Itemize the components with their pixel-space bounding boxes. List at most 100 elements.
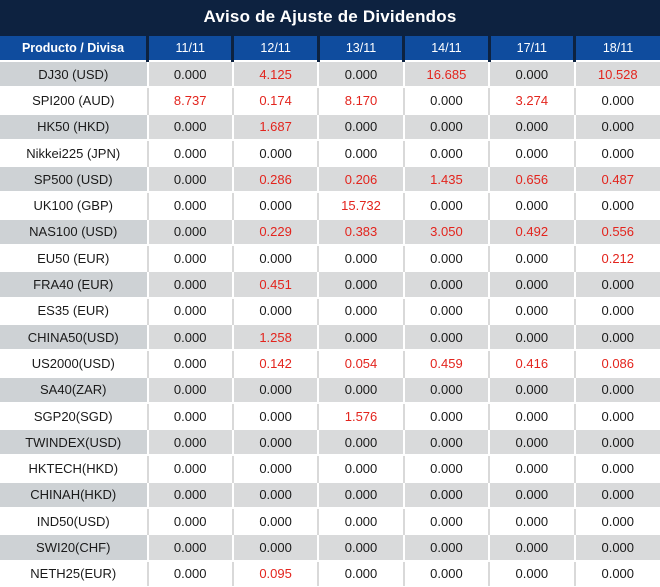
table-row: SGP20(SGD) 0.000 0.000 1.576 0.000 0.000 0.000	[0, 401, 660, 430]
value-cell: 0.000	[573, 112, 660, 140]
table-row: CHINA50(USD) 0.000 1.258 0.000 0.000 0.000 0.0…	[0, 322, 660, 351]
product-cell: SP500 (USD)	[0, 165, 148, 193]
value-cell: 0.000	[402, 454, 490, 482]
table-row: Nikkei225 (JPN) 0.000 0.000 0.000 0.000 0.000…	[0, 138, 660, 167]
value-cell: 0.000	[317, 533, 404, 561]
value-cell: 0.000	[146, 217, 233, 246]
value-cell: 8.170	[317, 86, 404, 114]
table-row: TWINDEX(USD) 0.000 0.000 0.000 0.000 0.000 0.0…	[0, 428, 660, 456]
value-cell: 0.000	[146, 322, 233, 351]
value-cell: 0.086	[573, 349, 660, 377]
value-cell: 0.000	[146, 480, 233, 509]
product-cell: FRA40 (EUR)	[0, 270, 148, 298]
value-cell: 0.000	[573, 375, 660, 403]
value-cell: 0.000	[488, 533, 575, 561]
value-cell: 0.000	[231, 138, 319, 167]
value-cell: 0.000	[488, 191, 575, 219]
value-cell: 0.000	[146, 375, 233, 403]
value-cell: 0.000	[231, 244, 319, 272]
product-cell: ES35 (EUR)	[0, 296, 148, 324]
value-cell: 0.000	[146, 165, 233, 193]
product-cell: TWINDEX(USD)	[0, 428, 148, 456]
value-cell: 0.000	[573, 533, 660, 561]
column-header-date-3: 13/11	[316, 34, 404, 62]
value-cell: 0.000	[402, 86, 490, 114]
value-cell: 0.000	[231, 454, 319, 482]
value-cell: 0.000	[146, 507, 233, 535]
product-cell: SA40(ZAR)	[0, 375, 148, 403]
value-cell: 0.000	[488, 507, 575, 535]
value-cell: 0.000	[488, 112, 575, 140]
value-cell: 0.000	[573, 86, 660, 114]
value-cell: 0.487	[573, 165, 660, 193]
value-cell: 0.000	[231, 191, 319, 219]
value-cell: 0.000	[573, 322, 660, 351]
product-cell: SWI20(CHF)	[0, 533, 148, 561]
table-row: US2000(USD) 0.000 0.142 0.054 0.459 0.416 0.08…	[0, 349, 660, 377]
value-cell: 0.000	[488, 59, 575, 88]
product-cell: SPI200 (AUD)	[0, 86, 148, 114]
page-title: Aviso de Ajuste de Dividendos	[0, 0, 660, 34]
table-row: NETH25(EUR) 0.000 0.095 0.000 0.000 0.000 0.00…	[0, 559, 660, 586]
table-row: DJ30 (USD) 0.000 4.125 0.000 16.685 0.000 10.5…	[0, 59, 660, 88]
value-cell: 0.000	[402, 296, 490, 324]
value-cell: 0.000	[231, 401, 319, 430]
value-cell: 0.000	[488, 375, 575, 403]
value-cell: 0.000	[146, 454, 233, 482]
table-row: HKTECH(HKD) 0.000 0.000 0.000 0.000 0.000 0.00…	[0, 454, 660, 482]
product-cell: US2000(USD)	[0, 349, 148, 377]
value-cell: 1.258	[231, 322, 319, 351]
value-cell: 0.000	[146, 349, 233, 377]
value-cell: 0.000	[146, 112, 233, 140]
value-cell: 0.000	[488, 401, 575, 430]
column-header-date-1: 11/11	[145, 34, 233, 62]
value-cell: 0.000	[231, 533, 319, 561]
product-cell: CHINA50(USD)	[0, 322, 148, 351]
value-cell: 0.212	[573, 244, 660, 272]
value-cell: 10.528	[573, 59, 660, 88]
value-cell: 0.229	[231, 217, 319, 246]
value-cell: 1.687	[231, 112, 319, 140]
value-cell: 0.000	[402, 559, 490, 586]
value-cell: 0.000	[488, 296, 575, 324]
value-cell: 0.000	[573, 454, 660, 482]
value-cell: 0.000	[573, 480, 660, 509]
value-cell: 0.000	[402, 480, 490, 509]
value-cell: 0.000	[317, 112, 404, 140]
value-cell: 0.000	[146, 428, 233, 456]
value-cell: 0.000	[573, 270, 660, 298]
value-cell: 0.000	[402, 138, 490, 167]
value-cell: 0.000	[317, 375, 404, 403]
value-cell: 0.000	[231, 507, 319, 535]
value-cell: 0.054	[317, 349, 404, 377]
table-row: EU50 (EUR) 0.000 0.000 0.000 0.000 0.000 0.212	[0, 244, 660, 272]
value-cell: 0.000	[573, 507, 660, 535]
product-cell: EU50 (EUR)	[0, 244, 148, 272]
value-cell: 0.492	[488, 217, 575, 246]
value-cell: 0.000	[231, 480, 319, 509]
value-cell: 1.435	[402, 165, 490, 193]
value-cell: 0.000	[488, 138, 575, 167]
value-cell: 0.000	[146, 59, 233, 88]
table-header-row: Producto / Divisa 11/11 12/11 13/11 14/1…	[0, 34, 660, 62]
value-cell: 0.000	[488, 428, 575, 456]
value-cell: 4.125	[231, 59, 319, 88]
value-cell: 0.095	[231, 559, 319, 586]
value-cell: 0.000	[573, 401, 660, 430]
column-header-date-6: 18/11	[573, 34, 660, 62]
table-row: SPI200 (AUD) 8.737 0.174 8.170 0.000 3.274 0.0…	[0, 86, 660, 114]
table-row: SA40(ZAR) 0.000 0.000 0.000 0.000 0.000 0.000	[0, 375, 660, 403]
value-cell: 0.000	[317, 480, 404, 509]
value-cell: 3.050	[402, 217, 490, 246]
value-cell: 0.556	[573, 217, 660, 246]
product-cell: HK50 (HKD)	[0, 112, 148, 140]
value-cell: 0.000	[573, 559, 660, 586]
value-cell: 0.000	[402, 322, 490, 351]
value-cell: 0.000	[317, 428, 404, 456]
value-cell: 0.000	[488, 454, 575, 482]
product-cell: CHINAH(HKD)	[0, 480, 148, 509]
value-cell: 0.000	[488, 244, 575, 272]
value-cell: 0.174	[231, 86, 319, 114]
value-cell: 0.000	[402, 533, 490, 561]
column-header-date-5: 17/11	[487, 34, 575, 62]
